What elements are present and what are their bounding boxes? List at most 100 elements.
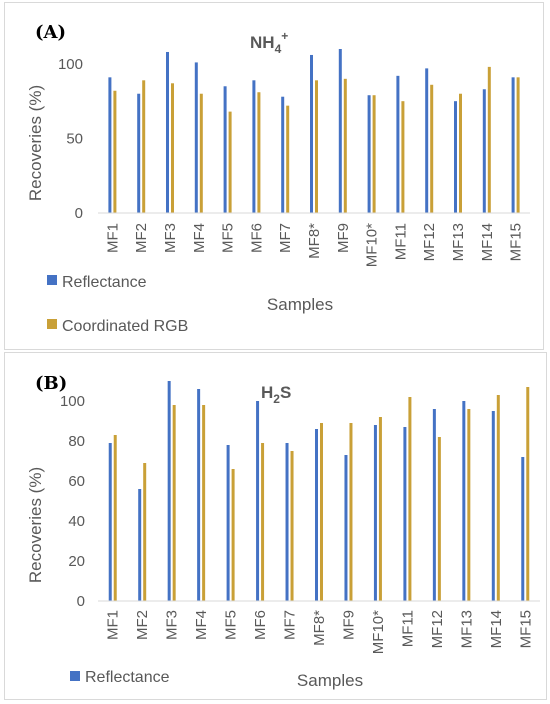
- bar-reflectance: [338, 49, 342, 213]
- bar-rgb: [487, 66, 491, 214]
- x-tick-label: MF1: [104, 223, 121, 253]
- chart-panel-a: (A) NH4+ Recoveries (%) 0 50 100 MF1 MF2 MF3…: [4, 2, 544, 350]
- x-tick-label: MF9: [335, 223, 352, 253]
- bar-rgb: [142, 80, 146, 214]
- bar-rgb: [315, 80, 318, 214]
- bar-reflectance: [491, 411, 495, 601]
- chart-b-ylabel: Recoveries (%): [26, 467, 45, 583]
- bar-reflectance: [396, 75, 400, 213]
- bar-reflectance: [197, 389, 201, 601]
- chart-a-svg: (A) NH4+ Recoveries (%) 0 50 100 MF1 MF2 MF3…: [26, 22, 530, 335]
- y-tick-label: 60: [68, 473, 85, 490]
- chart-b-xlabel: Samples: [297, 671, 363, 690]
- chart-a-ylabel: Recoveries (%): [26, 85, 45, 201]
- bar-reflectance: [223, 86, 227, 213]
- bar-reflectance: [108, 443, 112, 601]
- legend-swatch-reflectance: [47, 275, 57, 285]
- bar-reflectance: [281, 96, 285, 213]
- bar-rgb: [349, 423, 353, 601]
- y-tick-label: 0: [75, 205, 83, 222]
- x-tick-label: MF2: [133, 223, 150, 253]
- bar-reflectance: [315, 429, 318, 601]
- bar-reflectance: [425, 68, 429, 213]
- bar-reflectance: [256, 401, 260, 601]
- y-tick-label: 40: [68, 513, 85, 530]
- bar-reflectance: [226, 445, 230, 601]
- bar-rgb: [526, 387, 530, 601]
- bar-rgb: [290, 451, 294, 601]
- bar-rgb: [408, 397, 412, 601]
- x-tick-label: MF12: [421, 223, 438, 261]
- x-tick-label: MF4: [191, 223, 208, 253]
- bar-rgb: [401, 101, 405, 213]
- x-tick-label: MF10*: [364, 223, 381, 267]
- bar-rgb: [113, 435, 117, 601]
- bar-rgb: [430, 84, 434, 213]
- bar-rgb: [113, 90, 117, 213]
- bar-reflectance: [285, 443, 289, 601]
- legend-label-reflectance: Reflectance: [62, 274, 147, 291]
- bar-rgb: [171, 83, 174, 213]
- bar-reflectance: [252, 80, 256, 214]
- bar-rgb: [516, 77, 520, 213]
- x-tick-label: MF8*: [311, 610, 328, 646]
- x-tick-label: MF12: [429, 610, 446, 648]
- x-tick-label: MF9: [340, 610, 357, 640]
- bar-reflectance: [194, 62, 198, 213]
- legend-label-rgb: Coordinated RGB: [62, 318, 188, 335]
- chart-b-svg: (B) H2S Recoveries (%) 0 20 40 60 80 100 MF1 M…: [26, 373, 540, 690]
- x-tick-label: MF6: [252, 610, 269, 640]
- x-tick-label: MF14: [479, 223, 496, 261]
- x-tick-label: MF11: [392, 223, 409, 260]
- bar-reflectance: [454, 101, 457, 213]
- x-tick-label: MF14: [488, 610, 505, 648]
- bar-reflectance: [521, 457, 525, 601]
- y-tick-label: 100: [60, 393, 85, 410]
- chart-b-title: H2S: [261, 383, 291, 406]
- bar-rgb: [286, 105, 290, 213]
- y-tick-label: 0: [77, 593, 85, 610]
- x-tick-label: MF7: [282, 610, 299, 640]
- bar-reflectance: [403, 427, 407, 601]
- legend-swatch-reflectance-b: [70, 671, 80, 681]
- bar-rgb: [343, 78, 347, 214]
- bar-rgb: [467, 409, 471, 601]
- bar-reflectance: [432, 409, 436, 601]
- panel-a-letter: (A): [35, 22, 66, 43]
- panel-b-letter: (B): [35, 373, 67, 394]
- bar-rgb: [261, 443, 265, 601]
- bar-rgb: [199, 93, 203, 213]
- bar-reflectance: [482, 89, 486, 213]
- bar-rgb: [228, 111, 232, 213]
- x-tick-label: MF5: [220, 223, 237, 253]
- x-tick-label: MF4: [193, 610, 210, 640]
- bar-rgb: [172, 405, 176, 601]
- bar-reflectance: [511, 77, 515, 213]
- x-tick-label: MF7: [277, 223, 294, 253]
- bar-rgb: [437, 437, 441, 601]
- bar-reflectance: [137, 93, 141, 213]
- legend-label-reflectance-b: Reflectance: [85, 669, 170, 686]
- bar-rgb: [231, 469, 235, 601]
- bar-rgb: [496, 395, 500, 601]
- legend-swatch-rgb: [47, 319, 57, 329]
- bar-reflectance: [344, 455, 348, 601]
- y-tick-label: 100: [58, 56, 83, 73]
- bar-reflectance: [108, 77, 112, 213]
- bar-rgb: [202, 405, 206, 601]
- bar-rgb: [459, 93, 462, 213]
- bar-rgb: [378, 417, 382, 601]
- x-tick-label: MF13: [458, 610, 475, 648]
- chart-a-xlabel: Samples: [267, 295, 333, 314]
- bar-rgb: [143, 463, 147, 601]
- bar-rgb: [320, 423, 323, 601]
- bar-reflectance: [310, 54, 313, 213]
- x-tick-label: MF11: [399, 610, 416, 647]
- bar-reflectance: [367, 95, 371, 213]
- y-tick-label: 80: [68, 433, 85, 450]
- x-tick-label: MF13: [450, 223, 467, 261]
- x-tick-label: MF8*: [306, 223, 323, 259]
- x-tick-label: MF3: [162, 223, 179, 253]
- bar-reflectance: [373, 425, 377, 601]
- x-tick-label: MF15: [508, 223, 525, 261]
